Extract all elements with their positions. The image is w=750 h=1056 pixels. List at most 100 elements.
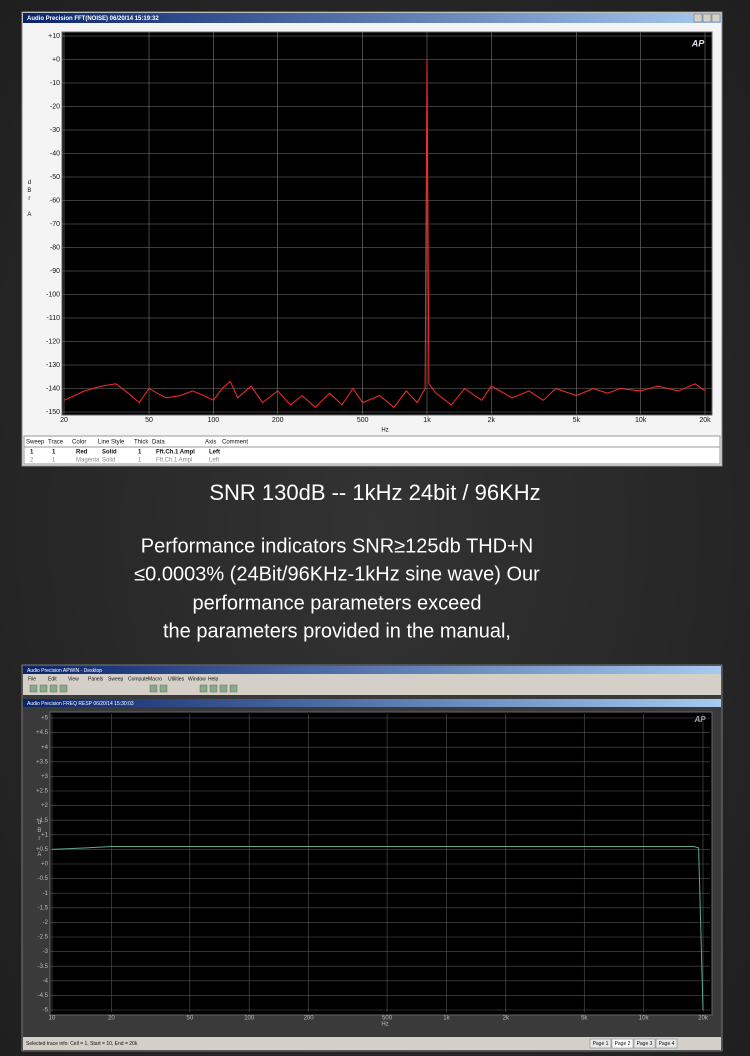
y-tick-label: -4 xyxy=(43,978,49,984)
menu-item[interactable]: File xyxy=(28,676,36,682)
y-tick-label: -40 xyxy=(50,150,60,157)
y-tick-label: -120 xyxy=(46,338,60,345)
table-header: Line Style xyxy=(98,440,125,446)
x-tick-label: 10k xyxy=(639,1016,650,1022)
close-button[interactable] xyxy=(711,13,721,23)
x-tick-label: 5k xyxy=(581,1016,588,1022)
x-tick-label: 1k xyxy=(443,1016,450,1022)
maximize-button[interactable] xyxy=(702,13,712,23)
table-header: Axis xyxy=(205,440,216,446)
tool-icon[interactable] xyxy=(149,684,158,693)
paragraph-line: the parameters provided in the manual, xyxy=(163,620,511,642)
y-tick-label: -130 xyxy=(46,362,60,369)
y-tick-label: -5 xyxy=(43,1008,49,1014)
table-cell: Left xyxy=(209,458,219,464)
y-tick-label: +5 xyxy=(41,716,49,722)
tool-icon[interactable] xyxy=(229,684,238,693)
app-title-bar xyxy=(23,666,721,674)
status-bar xyxy=(23,1037,721,1050)
x-tick-label: 10k xyxy=(635,417,647,424)
page-tab-label[interactable]: Page 3 xyxy=(637,1041,653,1047)
x-tick-label: 500 xyxy=(357,417,369,424)
y-tick-label: +0 xyxy=(52,56,60,63)
x-tick-label: 10 xyxy=(49,1016,56,1022)
paragraph-line: Performance indicators SNR≥125db THD+N xyxy=(141,535,533,557)
tool-icon[interactable] xyxy=(159,684,168,693)
ap-logo: AP xyxy=(691,38,705,48)
menu-bar: File Edit View Panels Sweep Compute Macro Utili… xyxy=(28,676,219,682)
page-tab-label[interactable]: Page 4 xyxy=(659,1041,675,1047)
x-tick-label: 50 xyxy=(187,1016,194,1022)
page-tab[interactable] xyxy=(589,1038,612,1049)
table-cell: Magenta xyxy=(76,458,100,464)
y-tick-label: -110 xyxy=(47,315,61,322)
x-tick-label: 100 xyxy=(208,417,220,424)
y-tick-label: +2 xyxy=(41,803,49,809)
y-tick-label: -3 xyxy=(43,949,49,955)
tool-icon[interactable] xyxy=(199,684,208,693)
table-cell: Fft.Ch.1 Ampl xyxy=(156,450,195,456)
y-tick-label: -70 xyxy=(50,221,60,228)
y-tick-label: -1 xyxy=(43,891,49,897)
menu-item[interactable]: Utilities xyxy=(168,676,185,682)
plot-title: Audio Precision FREQ RESP 06/20/14 15:30… xyxy=(27,701,134,707)
menu-item[interactable]: Sweep xyxy=(108,676,124,682)
tool-icon[interactable] xyxy=(49,684,58,693)
page-tab-label[interactable]: Page 1 xyxy=(593,1041,609,1047)
y-tick-label: +3 xyxy=(41,774,49,780)
tool-icon[interactable] xyxy=(219,684,228,693)
caption: SNR 130dB -- 1kHz 24bit / 96KHz xyxy=(209,480,540,505)
trace xyxy=(51,846,704,1011)
title-bar xyxy=(23,13,721,23)
menu-item[interactable]: Panels xyxy=(88,676,104,682)
x-tick-label: 20k xyxy=(699,417,711,424)
y-tick-label: +4 xyxy=(41,745,49,751)
menu-item[interactable]: View xyxy=(68,676,79,682)
tool-icon[interactable] xyxy=(39,684,48,693)
page-tab-label[interactable]: Page 2 xyxy=(615,1041,631,1047)
menu-item[interactable]: Edit xyxy=(48,676,57,682)
y-tick-label: -10 xyxy=(50,80,60,87)
table-cell: Fft.Ch.1 Ampl xyxy=(156,458,192,464)
table-frame xyxy=(23,435,721,465)
table-header: Color xyxy=(72,440,86,446)
plot-area xyxy=(61,31,713,416)
page-tab[interactable] xyxy=(655,1038,678,1049)
page-tabs: Page 1 Page 2 Page 3 Page 4 xyxy=(589,1038,678,1049)
x-tick-label: 2k xyxy=(503,1016,510,1022)
y-tick-label: -30 xyxy=(50,127,60,134)
table-header: Data xyxy=(152,440,165,446)
y-tick-label: -0.5 xyxy=(38,876,49,882)
plot-area xyxy=(49,711,713,1016)
window-buttons[interactable] xyxy=(693,13,721,23)
tool-icon[interactable] xyxy=(29,684,38,693)
menu-item[interactable]: Window xyxy=(188,676,206,682)
tool-icon[interactable] xyxy=(209,684,218,693)
table-cell: Red xyxy=(76,450,88,456)
x-tick-label: 1k xyxy=(423,417,431,424)
y-tick-label: +1 xyxy=(41,832,49,838)
y-tick-label: +10 xyxy=(48,33,60,40)
minimize-button[interactable] xyxy=(693,13,703,23)
menu-item[interactable]: Compute xyxy=(128,676,149,682)
x-tick-label: 5k xyxy=(573,417,581,424)
page-tab[interactable] xyxy=(633,1038,656,1049)
table-cell: Left xyxy=(209,450,220,456)
y-axis-label: dBr A xyxy=(26,180,32,220)
x-tick-label: 200 xyxy=(272,417,284,424)
x-axis-label: Hz xyxy=(381,1022,388,1028)
toolbar xyxy=(29,684,238,693)
menu-item[interactable]: Macro xyxy=(148,676,162,682)
y-tick-label: -100 xyxy=(46,291,60,298)
table-cell: 1 xyxy=(138,450,142,456)
y-tick-label: +0 xyxy=(41,862,49,868)
x-tick-label: 50 xyxy=(145,417,153,424)
table-header: Thick xyxy=(134,440,149,446)
table-cell: Solid xyxy=(102,450,117,456)
menu-item[interactable]: Help xyxy=(208,676,219,682)
tool-icon[interactable] xyxy=(59,684,68,693)
y-tick-label: +0.5 xyxy=(36,847,49,853)
y-tick-label: -60 xyxy=(50,197,60,204)
page-tab[interactable] xyxy=(611,1038,634,1049)
legend-table: Sweep Trace Color Line Style Thick Data Axis Co… xyxy=(23,435,721,465)
